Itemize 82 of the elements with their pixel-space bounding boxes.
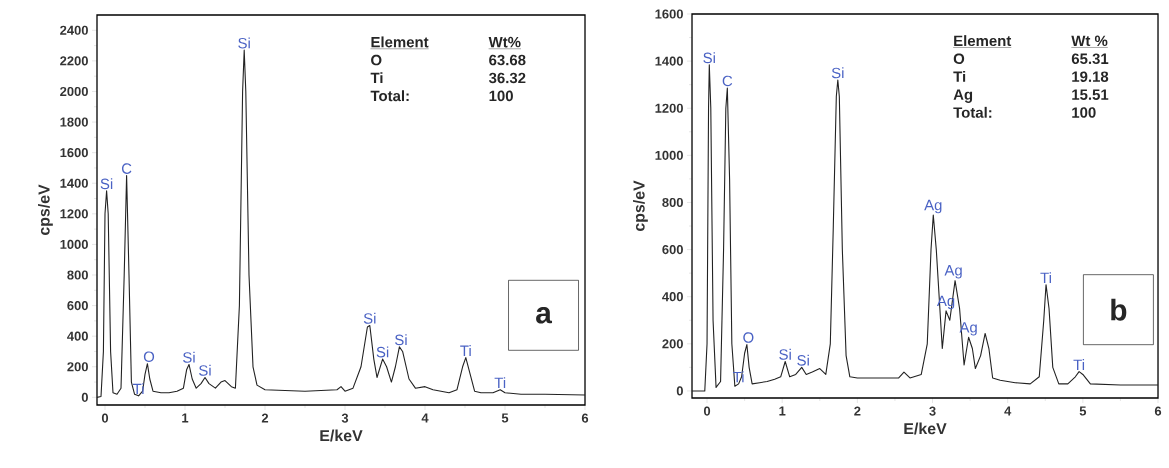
annotation: Wt %: [1071, 35, 1108, 47]
x-tick-label: 6: [581, 413, 589, 423]
annotation: Si: [199, 364, 211, 376]
y-tick-label: 1600: [655, 9, 683, 19]
annotation: Si: [238, 37, 250, 49]
y-tick-label: 1000: [655, 150, 683, 160]
annotation: 63.68: [489, 54, 526, 66]
annotation: Element: [371, 36, 429, 48]
annotation: Ag: [944, 265, 962, 279]
x-tick-label: 3: [929, 406, 936, 416]
x-axis-title: E/keV: [320, 429, 363, 442]
annotation: Ti: [494, 377, 506, 389]
y-tick-label: 1400: [60, 178, 88, 188]
annotation: 65.31: [1071, 53, 1109, 65]
y-axis-title: cps/eV: [632, 180, 648, 232]
annotation: 100: [1072, 107, 1096, 118]
x-tick-label: 2: [854, 406, 861, 416]
y-tick-label: 2200: [60, 56, 88, 66]
annotation: Si: [395, 334, 407, 346]
x-tick-label: 0: [703, 406, 711, 416]
y-tick-label: 200: [662, 339, 683, 349]
annotation: Ti: [953, 70, 966, 82]
annotation: Total:: [370, 90, 409, 102]
y-tick-label: 1200: [60, 209, 88, 219]
x-tick-label: 3: [341, 413, 349, 423]
y-tick-label: 400: [67, 331, 88, 341]
y-tick-label: 1800: [60, 117, 88, 127]
annotation: 100: [489, 90, 513, 102]
annotation: Total:: [953, 106, 992, 118]
x-tick-label: 5: [501, 413, 509, 423]
y-tick-label: 0: [81, 392, 88, 402]
annotation: Ti: [370, 72, 383, 84]
annotation: O: [143, 351, 155, 362]
annotation: Wt%: [488, 36, 521, 48]
annotation: Ti: [1040, 272, 1051, 283]
x-axis-title: E/keV: [904, 422, 947, 435]
y-tick-label: 600: [67, 301, 88, 311]
y-axis-title: cps/eV: [37, 184, 53, 236]
line-series: [96, 49, 586, 398]
x-tick-label: 2: [261, 413, 269, 423]
x-tick-label: 1: [182, 413, 189, 423]
annotation: Si: [363, 312, 376, 324]
y-tick-label: 1200: [655, 103, 683, 113]
y-tick-label: 400: [662, 292, 683, 302]
annotation: Element: [954, 35, 1012, 47]
annotation: Si: [100, 178, 113, 190]
y-tick-label: 1400: [655, 56, 683, 66]
annotation: Si: [797, 354, 809, 366]
annotation: 19.18: [1072, 71, 1109, 82]
y-tick-label: 800: [662, 197, 683, 208]
y-tick-label: 200: [67, 362, 88, 372]
y-tick-label: 2400: [60, 25, 88, 35]
x-tick-label: 4: [421, 413, 429, 423]
x-tick-label: 6: [1154, 406, 1162, 416]
annotation: Si: [703, 52, 715, 64]
y-tick-label: 2000: [60, 86, 88, 97]
annotation: Si: [779, 348, 791, 360]
annotation: Ag: [924, 199, 942, 214]
x-tick-label: 4: [1004, 406, 1012, 416]
annotation: 15.51: [1072, 89, 1109, 100]
y-tick-label: 0: [676, 386, 683, 396]
y-tick-label: 1600: [60, 148, 88, 158]
y-tick-label: 1000: [60, 239, 88, 249]
annotation: C: [121, 163, 132, 174]
annotation: O: [953, 53, 965, 65]
annotation: O: [743, 332, 754, 343]
annotation: 36.32: [488, 72, 526, 84]
annotation: C: [722, 75, 733, 87]
y-tick-label: 600: [662, 244, 683, 255]
annotation: O: [371, 54, 382, 66]
annotation: Ag: [953, 89, 973, 103]
annotation: Ti: [460, 345, 471, 356]
x-tick-label: 1: [779, 406, 786, 416]
annotation: b: [1111, 298, 1127, 321]
x-tick-label: 0: [101, 413, 109, 423]
x-tick-label: 5: [1079, 406, 1087, 416]
annotation: Si: [831, 67, 844, 79]
y-tick-label: 800: [67, 270, 88, 280]
annotation: a: [536, 307, 553, 324]
annotation: Si: [183, 351, 195, 363]
annotation: Si: [376, 346, 389, 358]
annotation: Ti: [1073, 359, 1085, 370]
